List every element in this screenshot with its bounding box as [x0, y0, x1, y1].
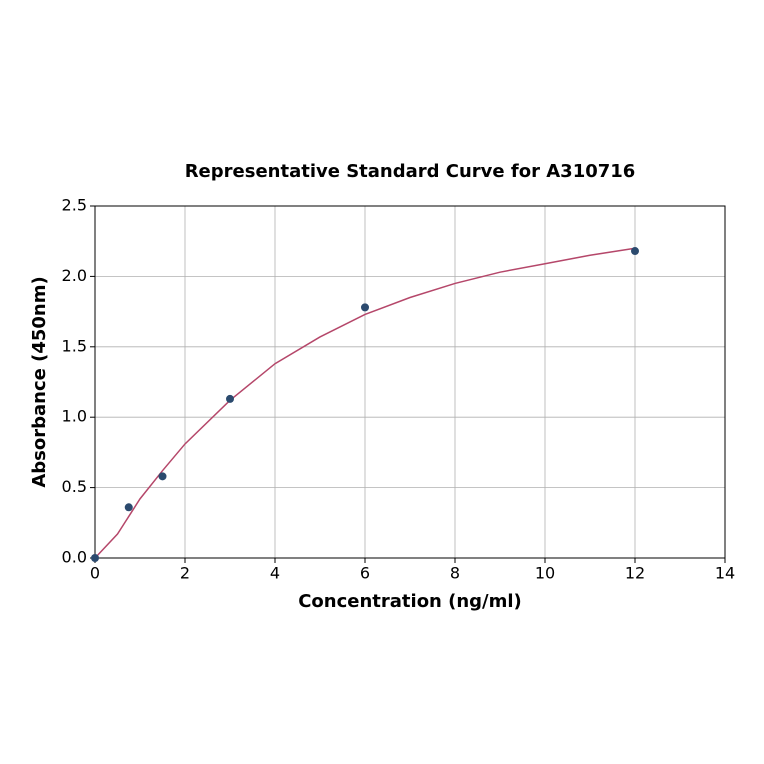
- y-axis-label: Absorbance (450nm): [29, 276, 50, 487]
- x-tick-label: 12: [625, 564, 645, 583]
- y-tick-label: 0.5: [62, 477, 87, 496]
- x-axis-label: Concentration (ng/ml): [298, 591, 522, 612]
- x-tick-label: 2: [180, 564, 190, 583]
- data-point: [91, 554, 99, 562]
- data-point: [361, 303, 369, 312]
- x-tick-label: 4: [270, 564, 280, 583]
- y-tick-label: 1.0: [62, 407, 87, 426]
- y-tick-label: 1.5: [62, 336, 87, 355]
- x-tick-label: 10: [535, 564, 555, 583]
- fit-curve: [94, 247, 636, 559]
- x-tick-label: 8: [450, 564, 460, 583]
- x-tick-label: 6: [360, 564, 370, 583]
- y-tick-label: 2.5: [62, 196, 87, 215]
- x-tick-label: 14: [715, 564, 735, 583]
- data-point: [631, 247, 639, 256]
- chart-title: Representative Standard Curve for A31071…: [185, 161, 636, 182]
- x-tick-label: 0: [90, 564, 100, 583]
- plot-frame: [94, 205, 726, 559]
- y-tick-label: 0.0: [62, 548, 87, 567]
- data-point: [226, 394, 234, 403]
- y-tick-label: 2.0: [62, 266, 87, 285]
- data-point: [158, 472, 167, 481]
- data-point: [124, 503, 133, 512]
